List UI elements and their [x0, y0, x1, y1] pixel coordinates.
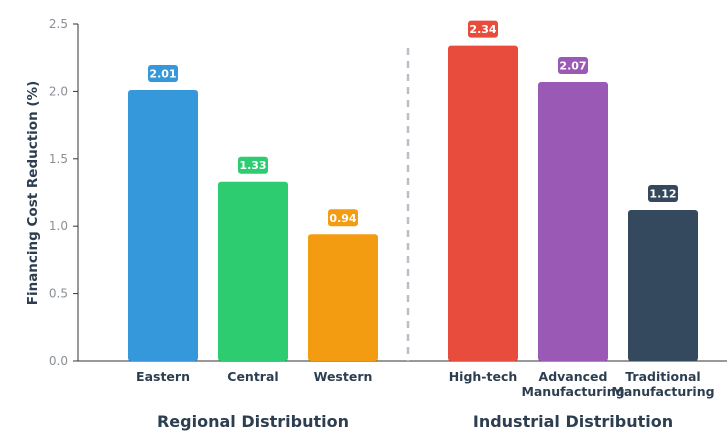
category-label-high-tech: High-tech — [449, 369, 518, 384]
value-badge — [238, 156, 268, 174]
category-label-traditional-manufacturing: Traditional Manufacturing — [611, 369, 714, 399]
category-label-eastern: Eastern — [136, 369, 190, 384]
group-label-industrial: Industrial Distribution — [473, 412, 673, 431]
bar-central — [218, 181, 288, 361]
y-tick-label: 2.5 — [49, 17, 68, 31]
y-axis: 0.0 0.5 1.0 1.5 2.0 2.5 Financing Cost Reduct… — [25, 17, 79, 368]
data-label: 2.01 — [149, 68, 176, 81]
y-tick-label: 2.0 — [49, 84, 68, 98]
data-label: 1.12 — [649, 188, 676, 201]
value-badge — [558, 56, 588, 74]
bar-eastern — [128, 90, 198, 361]
value-badge — [468, 20, 498, 38]
bar-traditional-manufacturing — [628, 210, 698, 361]
bars: 2.01 1.33 0.94 2.34 2.07 1.12 — [128, 20, 698, 362]
category-label-western: Western — [314, 369, 373, 384]
y-tick-label: 0.0 — [49, 354, 68, 368]
category-label-advanced-manufacturing: Advanced Manufacturing — [521, 369, 624, 399]
value-badge — [148, 65, 178, 83]
y-axis-title: Financing Cost Reduction (%) — [25, 81, 41, 306]
y-tick-label: 1.5 — [49, 152, 68, 166]
bar-high-tech — [448, 45, 518, 362]
y-tick-label: 1.0 — [49, 219, 68, 233]
data-label: 1.33 — [239, 159, 266, 172]
value-badge — [328, 209, 358, 227]
y-tick-labels: 0.0 0.5 1.0 1.5 2.0 2.5 — [49, 17, 78, 368]
value-badge — [648, 185, 678, 203]
y-tick-label: 0.5 — [49, 287, 68, 301]
bar-advanced-manufacturing — [538, 81, 608, 362]
category-labels: Eastern Central Western High-tech Advanced Ma… — [136, 369, 715, 399]
data-label: 2.07 — [559, 59, 586, 72]
group-label-regional: Regional Distribution — [157, 412, 349, 431]
category-label-central: Central — [227, 369, 278, 384]
bar-western — [308, 234, 378, 361]
data-label: 0.94 — [329, 212, 356, 225]
data-label: 2.34 — [469, 23, 496, 36]
